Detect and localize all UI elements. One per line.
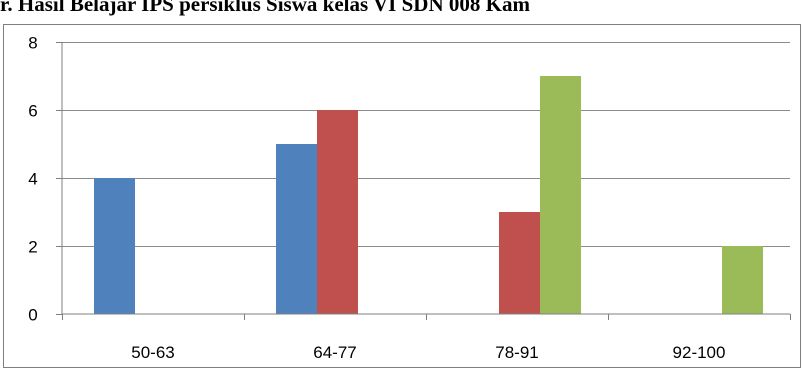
chart-title: r. Hasil Belajar IPS persiklus Siswa kel… [0, 0, 530, 16]
y-tick-label: 8 [28, 34, 37, 53]
y-tick-label: 4 [28, 170, 37, 189]
bar-series-2-78-91 [499, 212, 540, 314]
x-tick-label: 64-77 [313, 343, 356, 362]
y-tick-label: 0 [28, 306, 37, 325]
x-tick-label: 50-63 [131, 343, 174, 362]
y-tick-labels: 0 2 4 6 8 [28, 34, 62, 325]
bar-series-3-92-100 [722, 246, 763, 314]
bar-series-1-64-77 [276, 144, 317, 314]
x-tick-labels: 50-63 64-77 78-91 92-100 [62, 314, 791, 362]
y-tick-label: 2 [28, 238, 37, 257]
y-tick-label: 6 [28, 102, 37, 121]
x-tick-label: 78-91 [495, 343, 538, 362]
bar-series-2-64-77 [317, 110, 358, 314]
bars [94, 76, 763, 314]
bar-series-3-78-91 [540, 76, 581, 314]
bar-series-1-50-63 [94, 178, 135, 314]
gridlines [62, 42, 790, 247]
x-tick-label: 92-100 [673, 343, 726, 362]
chart-frame [3, 24, 801, 368]
